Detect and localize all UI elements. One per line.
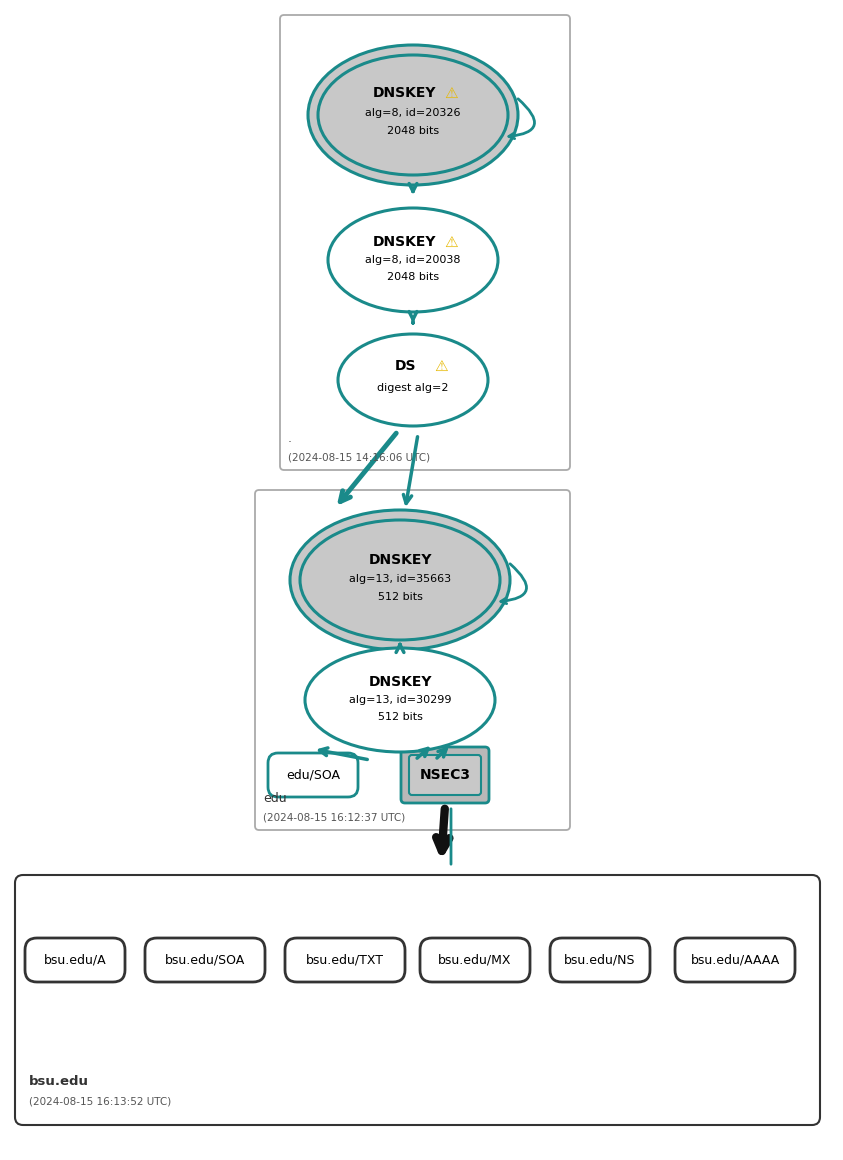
Text: alg=13, id=30299: alg=13, id=30299 [349, 695, 451, 705]
FancyBboxPatch shape [268, 753, 358, 797]
Text: ⚠: ⚠ [444, 86, 458, 101]
Text: bsu.edu/A: bsu.edu/A [44, 954, 106, 966]
Ellipse shape [308, 45, 518, 184]
Text: alg=13, id=35663: alg=13, id=35663 [349, 574, 451, 583]
Ellipse shape [338, 334, 488, 426]
Text: DNSKEY: DNSKEY [368, 553, 432, 567]
Text: 2048 bits: 2048 bits [387, 126, 439, 136]
Ellipse shape [328, 208, 498, 312]
Text: .: . [288, 432, 292, 445]
Text: alg=8, id=20326: alg=8, id=20326 [365, 108, 461, 118]
Text: bsu.edu/TXT: bsu.edu/TXT [306, 954, 384, 966]
Text: (2024-08-15 16:13:52 UTC): (2024-08-15 16:13:52 UTC) [29, 1097, 171, 1107]
Text: DNSKEY: DNSKEY [373, 235, 437, 249]
FancyBboxPatch shape [409, 755, 481, 795]
Text: bsu.edu/AAAA: bsu.edu/AAAA [690, 954, 780, 966]
Text: bsu.edu/MX: bsu.edu/MX [438, 954, 512, 966]
Text: 2048 bits: 2048 bits [387, 271, 439, 282]
Text: edu: edu [263, 792, 287, 805]
Text: DNSKEY: DNSKEY [373, 86, 437, 100]
Ellipse shape [300, 520, 500, 640]
FancyBboxPatch shape [15, 875, 820, 1125]
FancyBboxPatch shape [145, 938, 265, 983]
FancyBboxPatch shape [25, 938, 125, 983]
Text: ⚠: ⚠ [434, 358, 448, 374]
FancyBboxPatch shape [285, 938, 405, 983]
Text: (2024-08-15 14:16:06 UTC): (2024-08-15 14:16:06 UTC) [288, 452, 430, 462]
Ellipse shape [290, 510, 510, 650]
FancyBboxPatch shape [550, 938, 650, 983]
Text: ⚠: ⚠ [444, 234, 458, 249]
Text: DNSKEY: DNSKEY [368, 675, 432, 689]
Text: bsu.edu/SOA: bsu.edu/SOA [165, 954, 245, 966]
FancyBboxPatch shape [280, 15, 570, 470]
Text: 512 bits: 512 bits [378, 712, 422, 722]
FancyBboxPatch shape [401, 747, 489, 803]
Ellipse shape [305, 648, 495, 752]
FancyBboxPatch shape [420, 938, 530, 983]
Text: bsu.edu: bsu.edu [29, 1075, 89, 1088]
Text: bsu.edu/NS: bsu.edu/NS [564, 954, 636, 966]
Text: (2024-08-15 16:12:37 UTC): (2024-08-15 16:12:37 UTC) [263, 812, 405, 822]
FancyBboxPatch shape [675, 938, 795, 983]
Text: alg=8, id=20038: alg=8, id=20038 [365, 255, 461, 264]
Text: NSEC3: NSEC3 [420, 768, 470, 782]
Ellipse shape [318, 55, 508, 175]
Text: DS: DS [395, 358, 416, 374]
Text: 512 bits: 512 bits [378, 592, 422, 602]
FancyBboxPatch shape [255, 490, 570, 831]
Text: digest alg=2: digest alg=2 [378, 383, 448, 393]
Text: edu/SOA: edu/SOA [286, 768, 340, 782]
